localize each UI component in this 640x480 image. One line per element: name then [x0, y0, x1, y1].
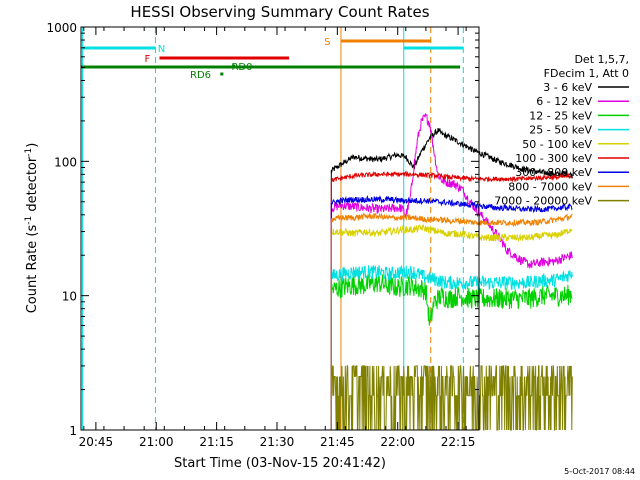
x-tick-label-2: 21:15 [199, 435, 234, 449]
legend-label-1: 6 - 12 keV [536, 95, 592, 108]
legend-label-8: 7000 - 20000 keV [494, 195, 592, 208]
flag-label-2: F [145, 54, 151, 65]
chart-title: HESSI Observing Summary Count Rates [130, 3, 429, 21]
legend-label-5: 100 - 300 keV [515, 152, 592, 165]
y-tick-label-1: 10 [62, 290, 77, 304]
marker-label-0: RD0 [231, 62, 252, 73]
series-line-2 [330, 273, 573, 430]
flag-bars: NF S RD0 RD6 [81, 37, 464, 81]
legend-header-detectors: Det 1,5,7, [574, 53, 629, 66]
x-tick-label-1: 21:00 [139, 435, 174, 449]
x-tick-label-5: 22:00 [380, 435, 415, 449]
x-tick-label-4: 21:45 [320, 435, 355, 449]
y-tick-label-3: 1000 [46, 21, 77, 35]
timestamp: 5-Oct-2017 08:44 [564, 467, 635, 476]
x-tick-label-6: 22:15 [441, 435, 476, 449]
marker-dot-0 [232, 64, 236, 68]
y-axis-label-sup2: -1 [24, 148, 34, 157]
y-axis-label-main: Count Rate (s [25, 225, 40, 314]
series-line-0 [330, 127, 573, 430]
y-axis-label-end: ) [25, 143, 40, 148]
legend-label-3: 25 - 50 keV [529, 124, 592, 137]
plot-frame [80, 26, 480, 431]
y-tick-label-2: 100 [54, 155, 77, 169]
y-axis-ticks: 1 10 100 1000 [46, 21, 479, 438]
flag-label-3: S [324, 37, 330, 48]
flag-label-0: N [158, 44, 165, 55]
marker-dot-1 [220, 72, 224, 76]
series-line-3 [330, 265, 573, 430]
x-axis-label: Start Time (03-Nov-15 20:41:42) [174, 456, 386, 471]
y-axis-label-sup1: -1 [24, 216, 34, 225]
y-tick-label-0: 1 [69, 424, 77, 438]
series-line-6 [330, 195, 573, 430]
series-line-8 [330, 365, 573, 431]
series-line-1 [330, 113, 573, 430]
x-tick-label-0: 20:45 [79, 435, 114, 449]
legend-header-decimation: FDecim 1, Att 0 [544, 67, 629, 80]
x-axis-ticks: 20:45 21:00 21:15 21:30 21:45 22:00 22:15 [79, 27, 476, 449]
legend-label-0: 3 - 6 keV [543, 81, 592, 94]
legend-label-4: 50 - 100 keV [522, 138, 592, 151]
legend-label-2: 12 - 25 keV [529, 109, 592, 122]
marker-label-1: RD6 [190, 70, 211, 81]
series-line-4 [330, 223, 573, 430]
legend-label-6: 300 - 800 keV [515, 166, 592, 179]
legend-label-7: 800 - 7000 keV [508, 180, 592, 193]
series-line-5 [330, 170, 573, 430]
y-axis-label: Count Rate (s-1 detector-1) [24, 143, 40, 314]
series-line-7 [330, 212, 573, 430]
x-tick-label-3: 21:30 [260, 435, 295, 449]
y-axis-label-mid: detector [25, 156, 40, 216]
series-lines [330, 113, 573, 431]
